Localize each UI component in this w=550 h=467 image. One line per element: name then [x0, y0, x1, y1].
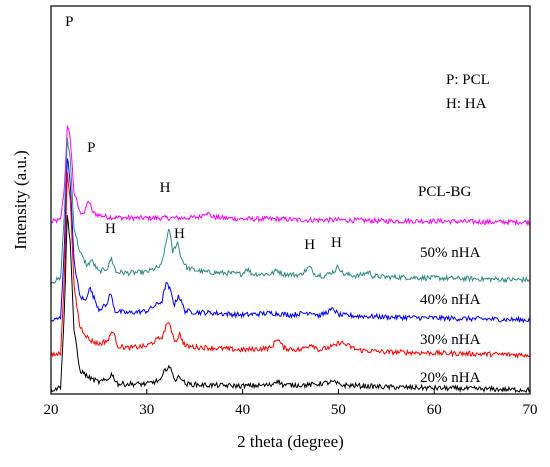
x-tick-label: 30: [139, 402, 154, 418]
peak-label: P: [87, 140, 95, 156]
legend-line-pcl: P: PCL: [446, 72, 490, 88]
x-tick-label: 50: [331, 402, 346, 418]
curve-label: PCL-BG: [418, 184, 472, 200]
y-axis-label: Intensity (a.u.): [11, 150, 30, 250]
peak-label: H: [160, 180, 171, 196]
x-tick-label: 60: [427, 402, 442, 418]
series-line-2: [50, 158, 531, 324]
peak-label: P: [65, 14, 73, 30]
x-axis-ticks: 20 30 40 50 60 70: [44, 389, 538, 418]
peak-label: H: [304, 237, 315, 253]
x-tick-label: 40: [235, 402, 250, 418]
peak-label: H: [174, 226, 185, 242]
peak-label: H: [105, 221, 116, 237]
series-line-0: [50, 125, 531, 227]
curve-label: 20% nHA: [420, 370, 481, 386]
curve-label: 50% nHA: [420, 245, 481, 261]
curve-label: 30% nHA: [420, 332, 481, 348]
series-line-1: [50, 137, 531, 285]
x-tick-label: 20: [44, 402, 59, 418]
curves-group: [50, 125, 531, 394]
curve-label: 40% nHA: [420, 292, 481, 308]
series-line-4: [50, 215, 531, 394]
legend: P: PCL H: HA: [446, 72, 490, 112]
series-line-3: [50, 172, 531, 359]
plot-frame: [50, 5, 531, 395]
x-axis-label: 2 theta (degree): [237, 432, 344, 451]
legend-line-ha: H: HA: [446, 96, 487, 112]
x-tick-label: 70: [523, 402, 538, 418]
curve-labels: PCL-BG 50% nHA 40% nHA 30% nHA 20% nHA: [418, 184, 481, 386]
peak-label: H: [331, 235, 342, 251]
